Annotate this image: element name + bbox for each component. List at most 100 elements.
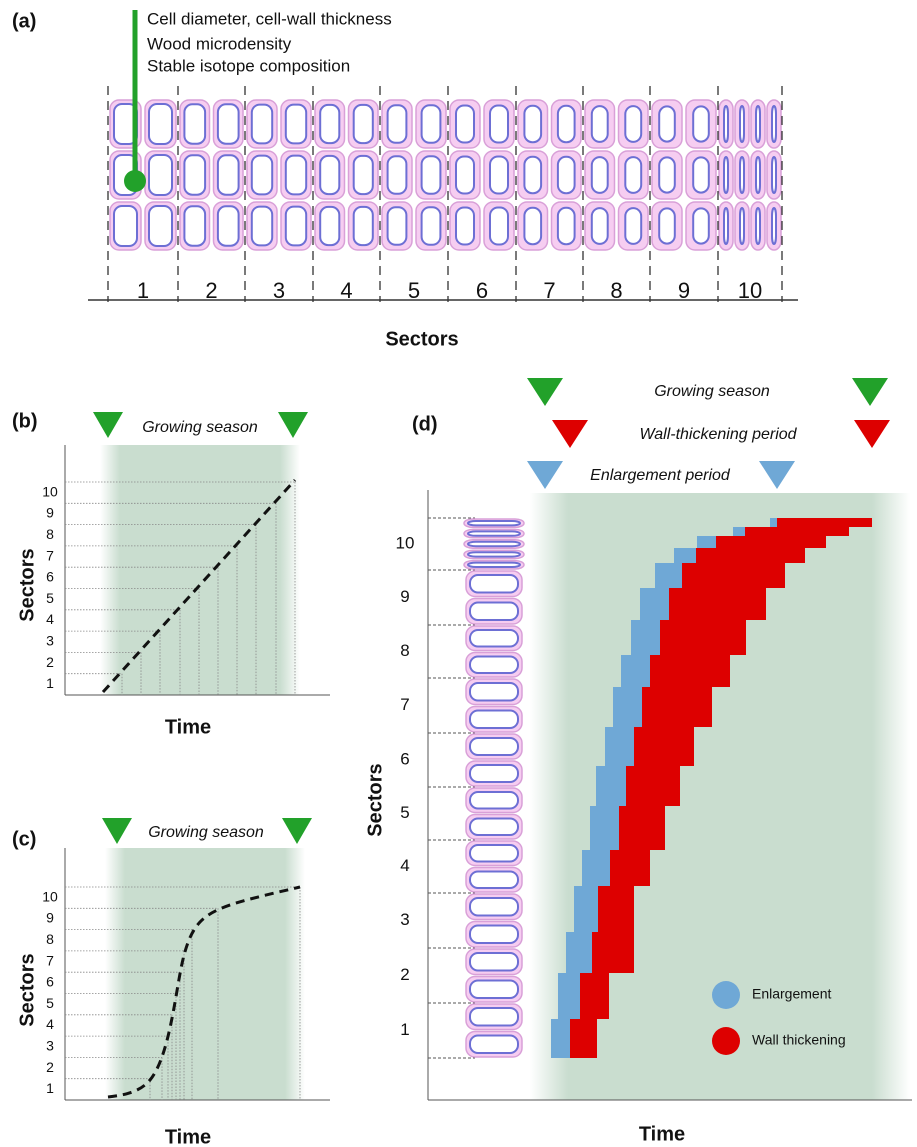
- cell-lumen: [692, 156, 710, 194]
- cell-lumen: [590, 156, 609, 194]
- wall-thickening-bar: [570, 1019, 597, 1058]
- period-label: Wall-thickening period: [639, 426, 797, 443]
- cell-lumen: [386, 155, 408, 195]
- cell-lumen: [352, 154, 374, 196]
- enlargement-bar: [655, 563, 682, 588]
- wall-thickening-bar: [619, 806, 665, 850]
- cell-lumen: [523, 104, 543, 144]
- cell-lumen: [148, 154, 173, 196]
- y-tick-label: 1: [46, 1080, 54, 1096]
- enlargement-end: [759, 461, 795, 489]
- cell-lumen: [420, 206, 442, 246]
- enlargement-bar: [596, 766, 626, 806]
- cell-lumen: [467, 551, 521, 558]
- legend-swatch: [712, 981, 740, 1009]
- cell-lumen: [755, 156, 761, 194]
- cell-section: [109, 99, 782, 251]
- y-tick-label: 9: [400, 587, 409, 606]
- wall-thickening-bar: [580, 973, 609, 1019]
- y-tick-label: 5: [46, 590, 54, 606]
- y-tick-label: 10: [42, 888, 58, 904]
- cell-lumen: [469, 897, 519, 917]
- enlargement-bar: [770, 518, 777, 527]
- cell-lumen: [469, 629, 519, 648]
- enlargement-bar: [566, 932, 592, 973]
- y-tick-label: 1: [400, 1020, 409, 1039]
- y-tick-label: 9: [46, 505, 54, 521]
- enlargement-bar: [640, 588, 669, 620]
- cell-lumen: [523, 206, 543, 246]
- season-end: [852, 378, 888, 406]
- cell-lumen: [469, 601, 519, 621]
- enlargement-bar: [631, 620, 660, 655]
- wall-thickening-bar: [634, 727, 694, 766]
- y-tick-label: 4: [400, 856, 409, 875]
- enlargement-start: [527, 461, 563, 489]
- cell-lumen: [624, 156, 643, 194]
- cell-lumen: [469, 817, 519, 836]
- enlargement-bar: [582, 850, 610, 886]
- cell-lumen: [692, 207, 710, 245]
- cell-lumen: [624, 207, 643, 245]
- cell-lumen: [771, 156, 777, 194]
- legend-swatch: [712, 1027, 740, 1055]
- cell-lumen: [658, 156, 676, 194]
- y-tick-label: 3: [46, 632, 54, 648]
- season-shade: [105, 848, 305, 1100]
- season-label: Growing season: [654, 383, 770, 400]
- cell-lumen: [467, 530, 521, 537]
- y-tick-label: 6: [46, 569, 54, 585]
- y-tick-label: 9: [46, 910, 54, 926]
- cell-lumen: [467, 520, 521, 527]
- wall-thickening-bar: [626, 766, 680, 806]
- cell-lumen: [469, 979, 519, 999]
- cell-lumen: [113, 205, 138, 247]
- cell-lumen: [469, 1034, 519, 1054]
- wall-thickening-bar: [598, 886, 634, 932]
- annotation: Wood microdensity: [147, 34, 292, 53]
- cell-lumen: [319, 103, 341, 145]
- cell-lumen: [771, 207, 777, 245]
- wall-thickening-bar: [592, 932, 634, 973]
- cell-lumen: [284, 154, 308, 196]
- cell-lumen: [284, 205, 308, 247]
- period-label: Enlargement period: [590, 467, 731, 484]
- y-tick-label: 8: [400, 641, 409, 660]
- panel-label: (b): [12, 410, 38, 432]
- enlargement-bar: [733, 527, 745, 536]
- cell-lumen: [183, 154, 207, 196]
- cell-lumen: [489, 206, 509, 246]
- axis-label: Time: [165, 1126, 211, 1147]
- axis-label: Sectors: [364, 763, 386, 836]
- sector-label: 1: [137, 278, 149, 303]
- cell-lumen: [469, 682, 519, 702]
- sector-label: 10: [738, 278, 762, 303]
- cell-lumen: [771, 105, 777, 143]
- axis-label: Time: [639, 1123, 685, 1145]
- y-tick-label: 1: [46, 675, 54, 691]
- y-tick-label: 5: [400, 803, 409, 822]
- season-shade: [100, 445, 300, 695]
- cell-lumen: [739, 156, 745, 194]
- season-start: [102, 818, 132, 844]
- cell-lumen: [148, 103, 173, 145]
- cell-lumen: [216, 103, 240, 145]
- cell-lumen: [216, 154, 240, 196]
- formation-curve: [101, 478, 297, 694]
- annotation: Stable isotope composition: [147, 56, 350, 75]
- wall-thickening-bar: [642, 687, 712, 727]
- cell-lumen: [455, 206, 475, 246]
- cell-lumen: [489, 155, 509, 195]
- sector-label: 2: [205, 278, 217, 303]
- wall-thickening-bar: [610, 850, 650, 886]
- y-tick-label: 7: [46, 547, 54, 563]
- cell-lumen: [148, 205, 173, 247]
- y-tick-label: 4: [46, 1016, 54, 1032]
- y-tick-label: 7: [46, 952, 54, 968]
- cell-lumen: [319, 154, 341, 196]
- y-tick-label: 6: [46, 974, 54, 990]
- axis-label: Sectors: [16, 548, 38, 621]
- cell-lumen: [319, 205, 341, 247]
- cell-lumen: [723, 207, 729, 245]
- enlargement-bar: [605, 727, 634, 766]
